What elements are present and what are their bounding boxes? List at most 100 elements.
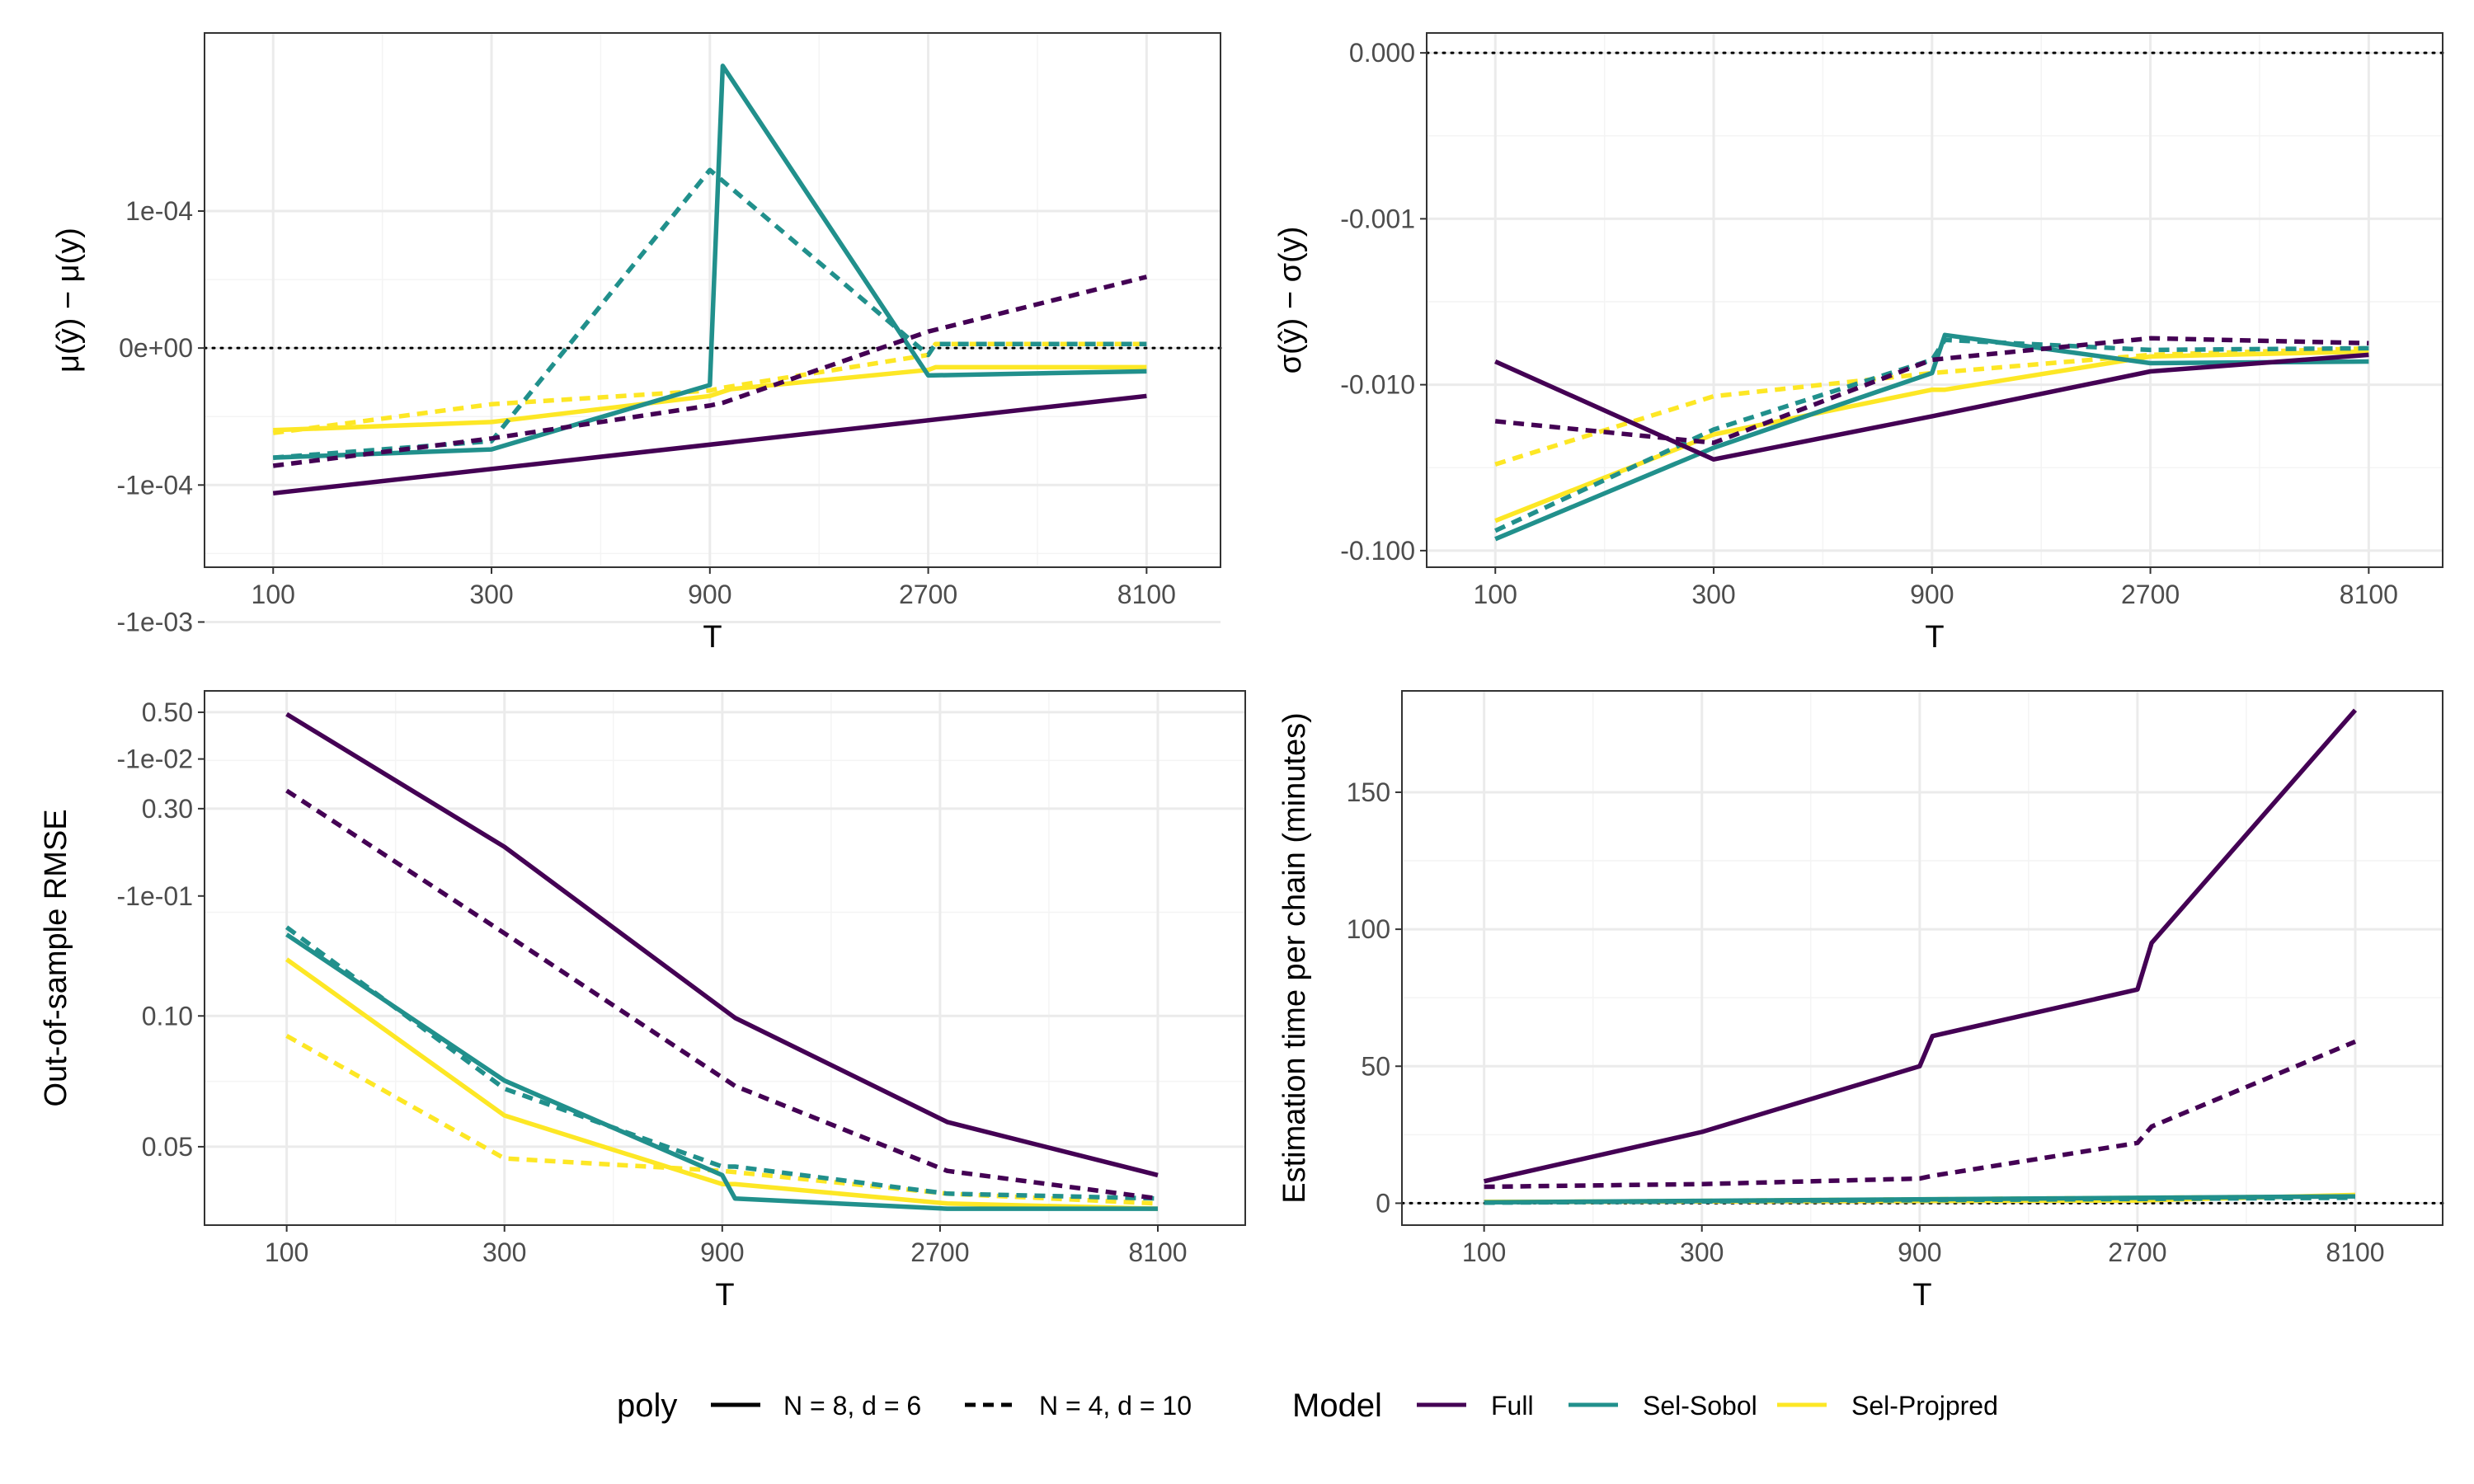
series-line-sel-sobol-solid	[285, 932, 1158, 1211]
y-axis-title: Out-of-sample RMSE	[39, 809, 73, 1106]
series-line-sel-sobol-dashed	[1494, 337, 2369, 533]
series-layer	[1494, 332, 2369, 542]
x-tick-label: 8100	[1128, 1237, 1187, 1267]
x-tick-label: 300	[469, 580, 513, 609]
legend-label-poly-dashed: N = 4, d = 10	[1039, 1391, 1192, 1421]
x-tick-label: 100	[252, 580, 295, 609]
x-tick-label: 300	[482, 1237, 526, 1267]
y-tick-label: -1e-02	[117, 744, 194, 774]
x-tick-label: 300	[1680, 1237, 1724, 1267]
y-tick-label: 0.30	[142, 794, 193, 824]
series-line-sel-projpred-solid	[273, 364, 1147, 433]
series-line-sel-sobol-dashed	[1484, 1195, 2356, 1205]
series-line-full-solid	[272, 393, 1147, 496]
legend-model-title: Model	[1292, 1388, 1382, 1424]
legend-label-sel-projpred: Sel-Projpred	[1851, 1391, 1998, 1421]
y-tick-label: 0.10	[142, 1001, 193, 1031]
panel-border	[204, 32, 1221, 568]
legend-label-full: Full	[1491, 1391, 1534, 1421]
y-tick-label: 0	[1376, 1188, 1390, 1218]
x-ticks: 100 300 900 2700 8100	[265, 1225, 1188, 1267]
x-tick-label: 900	[1898, 1237, 1941, 1267]
y-tick-label: -1e-04	[117, 470, 194, 500]
series-line-full-dashed	[1494, 336, 2369, 445]
y-tick-label: 50	[1361, 1051, 1390, 1081]
x-axis-title: T	[715, 1278, 734, 1313]
x-tick-label: 2700	[2121, 580, 2180, 609]
legend-label-poly-solid: N = 8, d = 6	[783, 1391, 921, 1421]
series-line-full-solid	[1494, 352, 2369, 462]
x-tick-label: 900	[1910, 580, 1954, 609]
y-tick-label: 0.000	[1349, 38, 1415, 68]
y-tick-label: 0.05	[142, 1132, 193, 1162]
x-tick-label: 8100	[2340, 580, 2398, 609]
grid-minor	[205, 691, 1245, 1225]
legend-poly-title: poly	[617, 1388, 677, 1424]
plot-area	[205, 691, 1245, 1225]
y-tick-label: -1e-01	[117, 881, 194, 911]
grid-major	[205, 691, 1245, 1225]
series-line-sel-projpred-dashed	[272, 341, 1147, 435]
x-ticks: 100 300 900 2700 8100	[1462, 1225, 2385, 1267]
grid-major	[1427, 33, 2443, 567]
panel-mean-diff: 100 300 900 2700 8100 1e-04 0e+00 -1e-04 -1e-03…	[51, 32, 1222, 911]
series-layer	[272, 63, 1148, 496]
series-layer	[285, 711, 1159, 1211]
legend-label-sel-sobol: Sel-Sobol	[1643, 1391, 1757, 1421]
x-tick-label: 900	[700, 1237, 744, 1267]
y-ticks: 0.000 -0.001 -0.010 -0.100	[1340, 38, 1427, 566]
series-line-full-dashed	[1484, 1039, 2357, 1190]
y-tick-label: 150	[1347, 777, 1390, 807]
x-tick-label: 300	[1691, 580, 1735, 609]
x-tick-label: 100	[265, 1237, 308, 1267]
y-tick-label: -0.100	[1340, 536, 1415, 566]
x-tick-label: 2700	[899, 580, 957, 609]
series-line-full-solid	[1483, 708, 2358, 1184]
y-ticks: 0.50 0.30 0.10 0.05	[142, 697, 205, 1162]
series-line-sel-projpred-solid	[1494, 349, 2369, 524]
y-axis-title: σ(ŷ) − σ(y)	[1273, 227, 1308, 374]
x-tick-label: 2700	[2108, 1237, 2166, 1267]
x-axis-title: T	[1912, 1278, 1931, 1313]
plot-area	[1427, 33, 2443, 567]
y-tick-label: -1e-03	[117, 607, 194, 636]
series-line-sel-sobol-dashed	[285, 925, 1159, 1201]
y-ticks: 0 50 100 150	[1347, 777, 1402, 1218]
x-tick-label: 8100	[1117, 580, 1176, 609]
y-tick-label: 1e-04	[125, 196, 193, 226]
legend: poly N = 8, d = 6 N = 4, d = 10 Model Fu…	[617, 1388, 1998, 1424]
y-tick-label: -0.001	[1340, 204, 1415, 233]
panel-sd-diff: 100 300 900 2700 8100 0.000 -0.001 -0.010 -0.10…	[1273, 32, 2444, 655]
x-tick-label: 900	[688, 580, 731, 609]
y-tick-label: 0e+00	[119, 333, 193, 363]
x-axis-title: T	[1925, 620, 1944, 655]
y-tick-label: 100	[1347, 914, 1390, 944]
series-line-full-dashed	[285, 788, 1159, 1201]
y-axis-title: μ(ŷ) − μ(y)	[51, 228, 86, 373]
panel-border	[1426, 32, 2443, 568]
x-ticks: 100 300 900 2700 8100	[252, 567, 1176, 609]
y-axis-title: Estimation time per chain (minutes)	[1277, 712, 1312, 1204]
panel-border	[204, 690, 1246, 1226]
grid-major	[1402, 691, 2443, 1225]
series-layer	[1483, 708, 2358, 1205]
series-line-sel-sobol-solid	[273, 63, 1147, 460]
plot-area	[1402, 691, 2443, 1225]
y-tick-label: 0.50	[142, 697, 193, 727]
series-line-full-dashed	[272, 275, 1148, 468]
x-tick-label: 100	[1462, 1237, 1506, 1267]
panel-time: 100 300 900 2700 8100 0 50 100 150 T Estimation…	[1277, 690, 2444, 1313]
x-tick-label: 2700	[910, 1237, 969, 1267]
panel-border	[1401, 690, 2443, 1226]
x-tick-label: 100	[1474, 580, 1517, 609]
panel-rmse: 100 300 900 2700 8100 0.50 0.30 0.10 0.05 T Out…	[39, 690, 1246, 1313]
series-line-full-solid	[285, 711, 1159, 1178]
series-line-sel-projpred-dashed	[1494, 345, 2369, 467]
y-ticks: 1e-04 0e+00 -1e-04 -1e-03 -1e-02 -1e-01	[117, 196, 205, 911]
y-tick-label: -0.010	[1340, 370, 1415, 400]
grid-minor	[1427, 33, 2443, 567]
x-axis-title: T	[703, 620, 722, 655]
x-ticks: 100 300 900 2700 8100	[1474, 567, 2398, 609]
grid-minor	[1402, 691, 2443, 1225]
